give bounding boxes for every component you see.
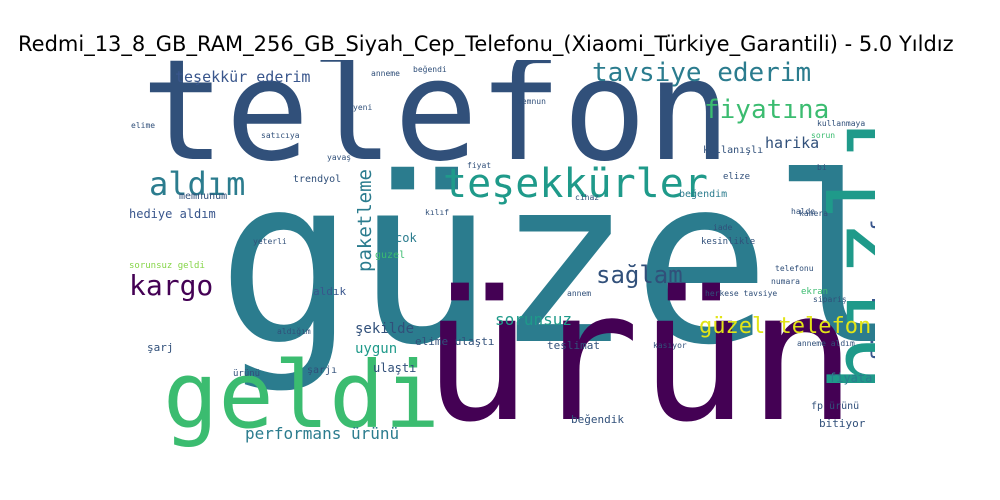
word-halde: halde bbox=[791, 207, 816, 216]
word-elime-ulasti: elime ulaştı bbox=[415, 335, 495, 348]
word-cihaz: cihaz bbox=[575, 193, 600, 202]
word-kilif: kılıf bbox=[425, 208, 450, 217]
word-sarji: şarjı bbox=[307, 365, 338, 376]
word-aldigim: aldığım bbox=[277, 327, 311, 336]
word-sarj: şarj bbox=[147, 341, 174, 354]
word-performans-urunu: performans ürünü bbox=[245, 424, 400, 443]
word-anneme-aldim: anneme aldım bbox=[797, 339, 855, 348]
word-guzel: güzel bbox=[217, 129, 875, 396]
word-sekilde: şekilde bbox=[355, 321, 415, 337]
word-uygun: uygun bbox=[355, 341, 398, 357]
word-begendim: beğendim bbox=[679, 189, 728, 200]
word-begendik: beğendik bbox=[571, 413, 624, 426]
word-tesekkurler: teşekkürler bbox=[443, 161, 708, 207]
word-sorun: sorun bbox=[811, 131, 836, 140]
word-numara: numara bbox=[771, 277, 800, 286]
word-memnunum: memnunum bbox=[179, 191, 228, 202]
chart-title: Redmi_13_8_GB_RAM_256_GB_Siyah_Cep_Telef… bbox=[18, 32, 954, 56]
word-yeterli: yeterli bbox=[253, 237, 287, 246]
word-urun: ürün bbox=[423, 253, 857, 450]
word-geldi: geldi bbox=[163, 342, 440, 449]
word-cok: cok bbox=[395, 231, 417, 245]
word-tavsiye-ederim: tavsiye ederim bbox=[592, 60, 812, 88]
word-begendi: beğendi bbox=[413, 65, 447, 74]
word-iade: iade bbox=[713, 223, 733, 232]
word-memnun: memnun bbox=[517, 97, 546, 106]
word-fiyata: fiyata bbox=[829, 371, 873, 385]
word-kasiyor: kasıyor bbox=[653, 341, 687, 350]
word-hediye-aldim: hediye aldım bbox=[129, 207, 216, 221]
word-paketleme: paketleme bbox=[354, 169, 376, 272]
word-ulasti: ulaştı bbox=[373, 361, 417, 375]
word-trendyol: trendyol bbox=[293, 174, 342, 185]
word-herkese-tavsiye: herkese tavsiye bbox=[705, 289, 778, 298]
word-yeni: yeni bbox=[353, 103, 373, 112]
word-cloud: güzel telefon ürün geldi hızlı teşekkürl… bbox=[127, 60, 875, 450]
word-sorunsuz: sorunsuz bbox=[495, 310, 573, 329]
word-kargo: kargo bbox=[129, 269, 214, 302]
word-fp-urunu: fp ürünü bbox=[811, 401, 860, 412]
word-annem: annem bbox=[567, 289, 592, 298]
word-sorunsuz-geldi: sorunsuz geldi bbox=[129, 261, 205, 271]
word-yavas: yavaş bbox=[327, 153, 352, 162]
word-satici: satıcıya bbox=[261, 131, 300, 140]
word-harika: harika bbox=[765, 134, 820, 152]
word-bitiyor: bitiyor bbox=[819, 417, 866, 430]
word-saglam: sağlam bbox=[596, 261, 683, 289]
word-aldim: aldım bbox=[149, 165, 246, 203]
word-ekran: ekran bbox=[801, 287, 829, 297]
word-teslimat: teslimat bbox=[547, 339, 600, 352]
word-aldik: aldık bbox=[313, 285, 347, 298]
word-elize: elize bbox=[723, 172, 751, 182]
word-anneme: anneme bbox=[371, 69, 400, 78]
word-kullanisli: kullanışlı bbox=[703, 145, 764, 156]
word-kamera: kamera bbox=[799, 209, 828, 218]
word-telefon: telefon bbox=[141, 60, 732, 193]
word-tesekkur-ederim: teşekkür ederim bbox=[175, 68, 311, 86]
word-bi: bi bbox=[817, 163, 827, 172]
word-fiyat: fiyat bbox=[467, 161, 492, 170]
word-urunu: ürünü bbox=[233, 369, 261, 379]
word-guzel-telefon: güzel telefon bbox=[699, 314, 872, 339]
word-kesinlikle: kesinlikle bbox=[701, 237, 756, 247]
word-telefonu: telefonu bbox=[775, 264, 814, 273]
word-siparis: sipariş bbox=[813, 295, 847, 304]
word-elime: elime bbox=[131, 121, 156, 130]
word-kullanmaya: kullanmaya bbox=[817, 119, 866, 128]
word-guzel-small: guzel bbox=[375, 250, 406, 261]
word-fiyatina: fiyatına bbox=[704, 95, 830, 125]
